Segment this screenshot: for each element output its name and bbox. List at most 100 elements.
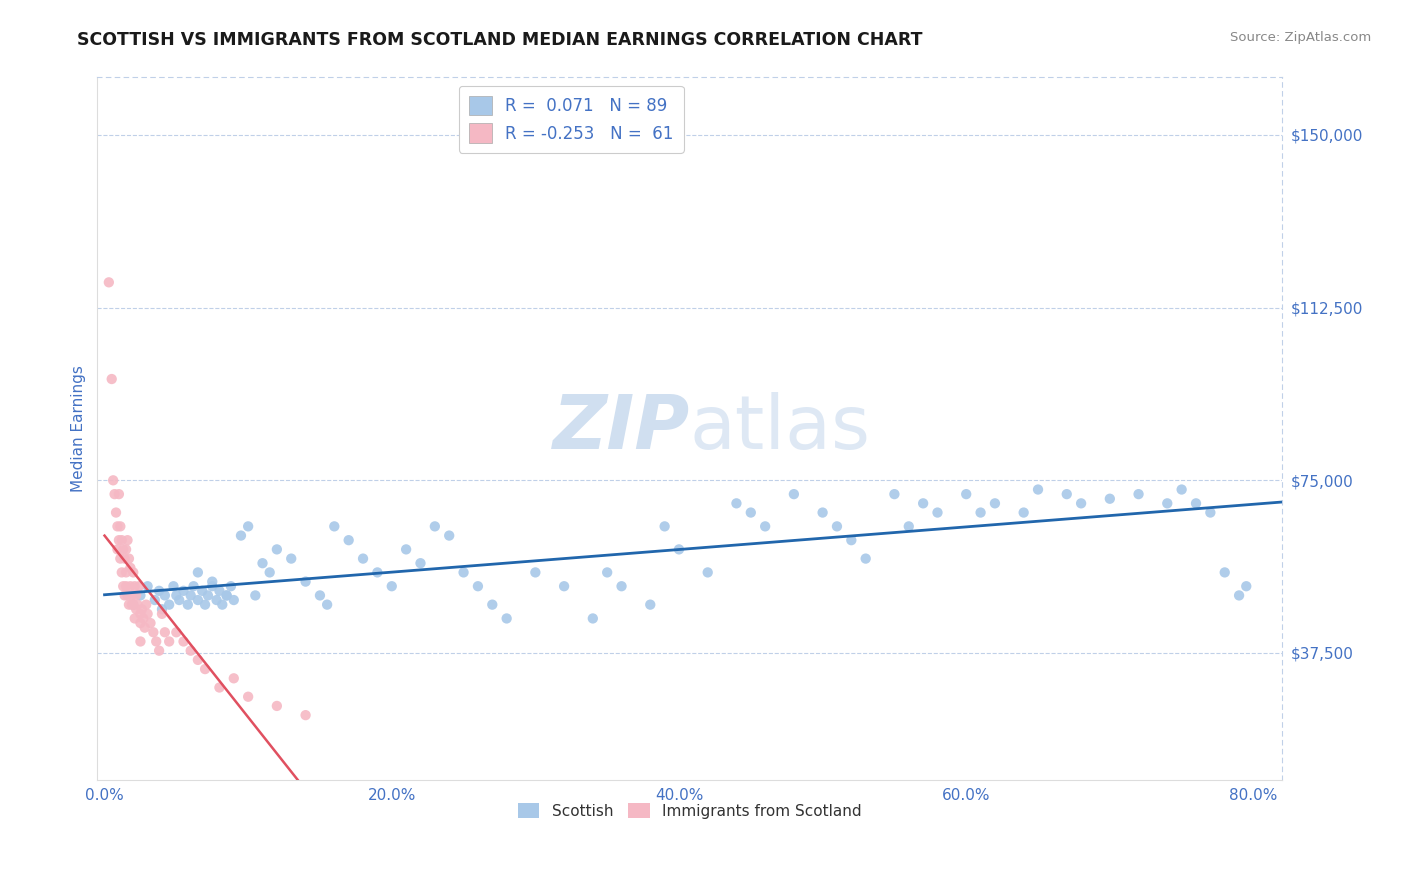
Point xyxy=(165,625,187,640)
Point xyxy=(115,542,138,557)
Point xyxy=(955,487,977,501)
Point xyxy=(125,589,148,603)
Point xyxy=(754,519,776,533)
Point xyxy=(245,589,267,603)
Point xyxy=(259,566,281,580)
Point xyxy=(110,551,132,566)
Point xyxy=(208,583,231,598)
Text: SCOTTISH VS IMMIGRANTS FROM SCOTLAND MEDIAN EARNINGS CORRELATION CHART: SCOTTISH VS IMMIGRANTS FROM SCOTLAND MED… xyxy=(77,31,922,49)
Point xyxy=(912,496,935,510)
Point xyxy=(897,519,920,533)
Point xyxy=(122,598,145,612)
Point xyxy=(855,551,877,566)
Point xyxy=(266,698,288,713)
Point xyxy=(115,579,138,593)
Point xyxy=(105,506,128,520)
Point xyxy=(173,634,195,648)
Point xyxy=(177,598,200,612)
Point xyxy=(668,542,690,557)
Point xyxy=(481,598,503,612)
Point xyxy=(180,589,202,603)
Point xyxy=(395,542,418,557)
Point xyxy=(309,589,332,603)
Point xyxy=(162,579,184,593)
Point xyxy=(122,598,145,612)
Point xyxy=(638,598,661,612)
Point xyxy=(136,579,159,593)
Point xyxy=(524,566,547,580)
Legend: Scottish, Immigrants from Scotland: Scottish, Immigrants from Scotland xyxy=(512,797,868,824)
Point xyxy=(107,542,129,557)
Point xyxy=(984,496,1007,510)
Point xyxy=(114,589,136,603)
Point xyxy=(103,487,125,501)
Point xyxy=(219,579,242,593)
Point xyxy=(740,506,762,520)
Point xyxy=(197,589,219,603)
Point xyxy=(129,634,152,648)
Point xyxy=(100,372,122,386)
Point xyxy=(222,593,245,607)
Point xyxy=(205,593,228,607)
Point xyxy=(187,566,209,580)
Point xyxy=(187,653,209,667)
Point xyxy=(114,551,136,566)
Point xyxy=(135,598,157,612)
Point xyxy=(125,602,148,616)
Point xyxy=(134,621,156,635)
Point xyxy=(143,593,166,607)
Point xyxy=(883,487,905,501)
Point xyxy=(654,519,676,533)
Text: ZIP: ZIP xyxy=(553,392,690,465)
Point xyxy=(553,579,575,593)
Point xyxy=(153,589,176,603)
Point xyxy=(280,551,302,566)
Point xyxy=(124,611,146,625)
Point xyxy=(1128,487,1150,501)
Point xyxy=(194,662,217,676)
Point xyxy=(194,598,217,612)
Point xyxy=(150,602,173,616)
Point xyxy=(117,589,139,603)
Point xyxy=(252,556,274,570)
Point xyxy=(1056,487,1078,501)
Point xyxy=(381,579,404,593)
Point xyxy=(437,528,460,542)
Point xyxy=(696,566,718,580)
Point xyxy=(129,607,152,621)
Point xyxy=(222,671,245,685)
Point xyxy=(1227,589,1250,603)
Point xyxy=(1199,506,1222,520)
Point xyxy=(128,579,150,593)
Point xyxy=(120,561,142,575)
Point xyxy=(129,615,152,630)
Point xyxy=(101,473,124,487)
Point xyxy=(173,583,195,598)
Point xyxy=(927,506,949,520)
Point xyxy=(596,566,619,580)
Point xyxy=(148,583,170,598)
Point xyxy=(117,533,139,548)
Point xyxy=(1170,483,1192,497)
Point xyxy=(409,556,432,570)
Point xyxy=(115,566,138,580)
Point xyxy=(1026,483,1049,497)
Point xyxy=(366,566,388,580)
Point xyxy=(316,598,339,612)
Point xyxy=(167,593,190,607)
Point xyxy=(108,533,131,548)
Point xyxy=(423,519,446,533)
Point xyxy=(337,533,360,548)
Point xyxy=(118,598,141,612)
Point xyxy=(215,589,238,603)
Point xyxy=(201,579,224,593)
Point xyxy=(201,574,224,589)
Point xyxy=(108,487,131,501)
Point xyxy=(266,542,288,557)
Point xyxy=(148,643,170,657)
Point xyxy=(969,506,991,520)
Point xyxy=(783,487,806,501)
Point xyxy=(118,551,141,566)
Point xyxy=(1098,491,1121,506)
Point xyxy=(229,528,252,542)
